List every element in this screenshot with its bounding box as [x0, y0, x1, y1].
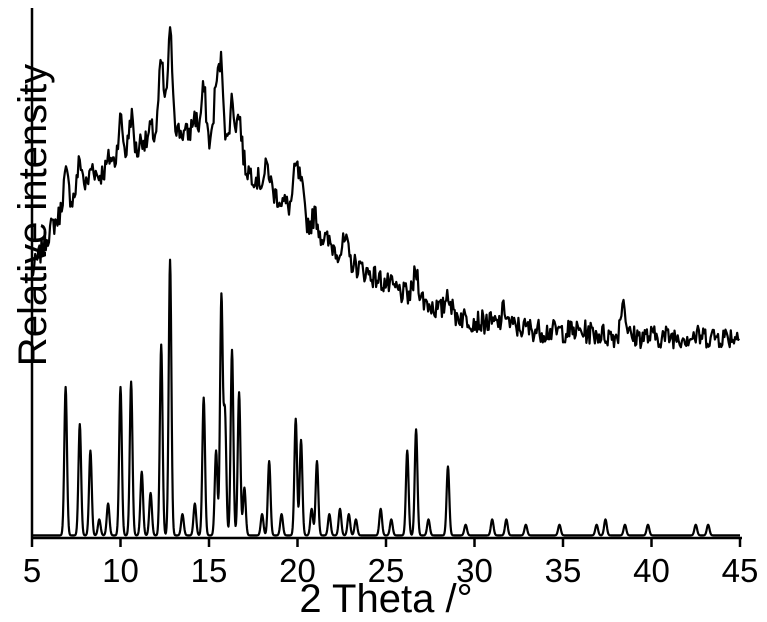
x-axis-label: 2 Theta /° — [299, 577, 472, 621]
x-axis-ticks — [30, 538, 742, 547]
x-tick-label: 15 — [191, 552, 228, 589]
x-tick-label: 5 — [23, 552, 41, 589]
simulated-pattern-line — [31, 258, 741, 537]
x-axis-tick-labels: 5 10 15 20 25 30 35 40 45 — [23, 552, 759, 589]
x-tick-label: 45 — [722, 552, 759, 589]
y-axis-label: Relative intensity — [11, 64, 55, 366]
plot-area — [30, 26, 741, 537]
x-tick-label: 40 — [633, 552, 670, 589]
experimental-pattern-line — [30, 26, 741, 350]
x-tick-label: 25 — [368, 552, 405, 589]
x-tick-label: 30 — [456, 552, 493, 589]
x-tick-label: 20 — [279, 552, 316, 589]
x-tick-label: 10 — [102, 552, 139, 589]
x-tick-label: 35 — [545, 552, 582, 589]
